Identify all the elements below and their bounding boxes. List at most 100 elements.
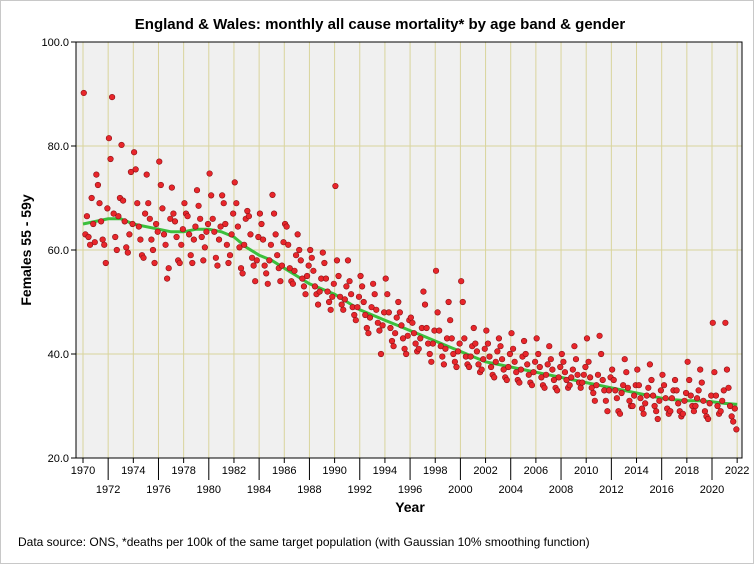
data-point: [568, 374, 575, 381]
data-point: [332, 182, 339, 190]
data-point: [410, 330, 418, 337]
axes: 1970197219741976197819801982198419861988…: [41, 37, 749, 496]
data-point: [127, 168, 135, 176]
data-point: [283, 223, 290, 230]
data-point: [624, 384, 631, 391]
data-point: [517, 366, 525, 373]
data-point: [593, 382, 600, 389]
data-point: [442, 345, 449, 352]
data-point: [310, 267, 317, 274]
data-point: [237, 265, 245, 272]
y-axis-label: Females 55 - 59y: [18, 194, 34, 306]
data-point: [97, 218, 105, 225]
data-point: [189, 259, 196, 267]
data-point: [555, 374, 562, 381]
data-point: [197, 215, 204, 222]
data-point: [236, 244, 243, 251]
data-point: [201, 244, 208, 251]
data-point: [226, 252, 234, 259]
data-point: [184, 213, 191, 220]
data-point: [456, 340, 463, 347]
x-tick-label: 1974: [121, 465, 145, 477]
data-point: [616, 410, 624, 417]
data-point: [211, 228, 218, 235]
data-point: [85, 233, 92, 241]
data-point: [384, 291, 391, 298]
data-point: [156, 158, 163, 165]
y-tick-label: 40.0: [48, 349, 69, 361]
data-point: [698, 379, 705, 386]
data-point: [712, 392, 720, 399]
data-point: [377, 350, 385, 358]
x-tick-label: 1976: [146, 484, 170, 496]
data-point: [203, 228, 210, 235]
data-point: [83, 213, 91, 220]
data-point: [173, 233, 180, 241]
data-point: [371, 291, 378, 298]
y-tick-label: 100.0: [41, 37, 69, 49]
data-point: [671, 376, 679, 384]
data-point: [536, 363, 543, 371]
data-point: [134, 200, 141, 207]
data-point: [170, 210, 177, 217]
data-point: [687, 392, 694, 399]
data-point: [346, 278, 353, 285]
data-point: [421, 301, 429, 308]
data-point: [247, 231, 254, 238]
data-point: [437, 343, 444, 350]
data-point: [220, 200, 227, 207]
data-point: [492, 358, 499, 365]
x-tick-label: 1982: [222, 465, 246, 477]
data-point: [385, 309, 392, 316]
data-point: [324, 288, 331, 295]
data-point: [321, 259, 328, 267]
data-point: [465, 363, 473, 371]
data-point: [110, 210, 117, 217]
scatter-points: [80, 89, 740, 433]
data-point: [340, 306, 347, 313]
y-tick-label: 20.0: [48, 453, 69, 465]
data-point: [365, 330, 372, 337]
data-point: [572, 356, 580, 363]
data-point: [274, 252, 281, 259]
data-point: [335, 272, 342, 280]
data-point: [635, 382, 642, 389]
data-point: [272, 231, 279, 238]
x-tick-label: 2002: [473, 465, 497, 477]
data-point: [454, 348, 462, 355]
data-point: [296, 246, 303, 254]
data-point: [398, 322, 405, 329]
data-point: [250, 262, 257, 269]
data-point: [409, 319, 416, 326]
data-point: [681, 397, 688, 404]
data-point: [701, 408, 709, 415]
data-point: [244, 207, 251, 215]
data-point: [693, 395, 701, 402]
gridlines: [76, 42, 742, 458]
data-point: [222, 220, 229, 228]
data-point: [142, 210, 149, 217]
data-point: [668, 395, 676, 402]
data-point: [516, 379, 523, 386]
data-point: [368, 304, 375, 311]
data-point: [660, 382, 668, 389]
data-point: [277, 278, 284, 285]
data-point: [657, 387, 664, 394]
data-point: [396, 309, 403, 316]
data-point: [160, 231, 168, 238]
data-point: [524, 361, 531, 368]
data-point: [286, 265, 293, 272]
data-point: [108, 94, 116, 101]
data-point: [686, 376, 693, 384]
data-point: [248, 254, 256, 261]
data-point: [366, 314, 374, 321]
data-point: [618, 389, 625, 397]
data-point: [294, 231, 301, 238]
data-point: [107, 155, 114, 163]
data-point: [679, 410, 687, 417]
data-point: [506, 350, 514, 358]
data-point: [522, 350, 529, 358]
data-point: [509, 345, 517, 352]
data-point: [605, 387, 613, 394]
data-point: [193, 187, 201, 194]
